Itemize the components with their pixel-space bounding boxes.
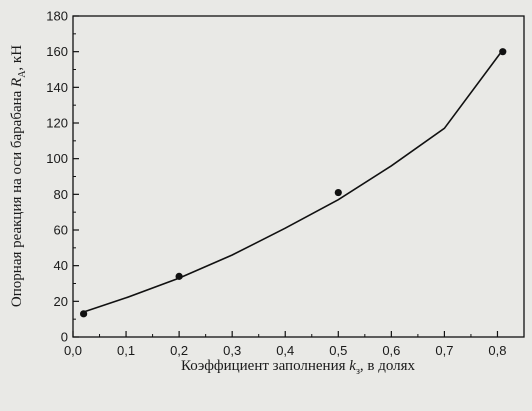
data-point — [80, 310, 88, 318]
data-point — [175, 272, 183, 280]
fit-curve — [83, 49, 504, 313]
x-tick-label: 0,0 — [64, 343, 82, 358]
y-tick-label: 180 — [46, 9, 68, 24]
y-tick-label: 140 — [46, 80, 68, 95]
y-axis-title: Опорная реакция на оси барабана RA, кН — [9, 45, 28, 307]
y-tick-label: 120 — [46, 116, 68, 131]
x-axis-title: Коэффициент заполнения kз, в долях — [181, 358, 416, 377]
x-tick-label: 0,4 — [276, 343, 294, 358]
y-tick-label: 80 — [54, 187, 68, 202]
data-point — [499, 48, 507, 56]
x-axis-ticks: 0,0 0,1 0,2 0,3 0,4 0,5 0,6 0,7 0,8 — [64, 331, 507, 358]
y-tick-label: 160 — [46, 44, 68, 59]
data-point — [334, 188, 342, 197]
x-tick-label: 0,2 — [170, 343, 188, 358]
x-tick-label: 0,8 — [488, 343, 506, 358]
y-tick-label: 40 — [54, 258, 68, 273]
y-tick-label: 60 — [54, 223, 68, 238]
data-markers — [80, 48, 507, 318]
x-tick-label: 0,5 — [329, 343, 347, 358]
y-axis-ticks: 0 20 40 60 80 100 120 140 160 180 — [46, 9, 79, 345]
y-tick-label: 0 — [61, 330, 68, 345]
x-tick-label: 0,6 — [382, 343, 400, 358]
y-tick-label: 20 — [54, 294, 68, 309]
x-tick-label: 0,1 — [117, 343, 135, 358]
plot-frame — [72, 15, 525, 338]
y-tick-label: 100 — [46, 151, 68, 166]
x-tick-label: 0,3 — [223, 343, 241, 358]
x-tick-label: 0,7 — [435, 343, 453, 358]
